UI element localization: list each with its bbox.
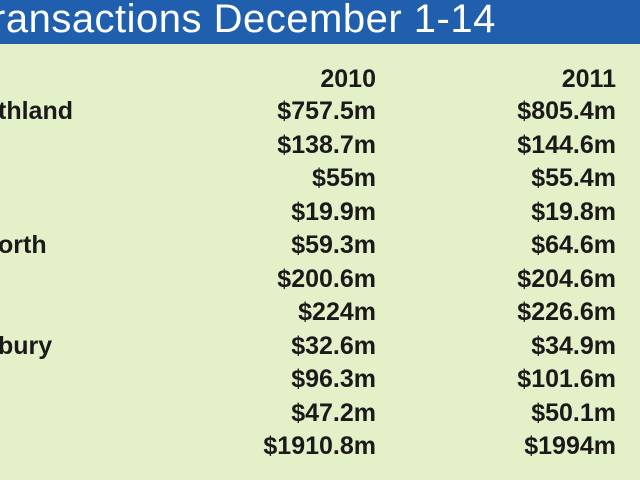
table-row: $96.3m $101.6m bbox=[0, 363, 640, 395]
value-2010: $55m bbox=[312, 164, 376, 192]
value-2011: $55.4m bbox=[531, 164, 616, 192]
table-row: bury $32.6m $34.9m bbox=[0, 330, 640, 362]
value-2011: $1994m bbox=[524, 432, 616, 460]
value-2011: $144.6m bbox=[517, 130, 616, 159]
row-label: orth bbox=[0, 231, 47, 259]
value-2011: $204.6m bbox=[517, 264, 616, 293]
value-2010: $757.5m bbox=[277, 97, 376, 125]
table-row: $55m $55.4m bbox=[0, 162, 640, 194]
column-header-2011: 2011 bbox=[561, 65, 616, 93]
value-2010: $200.6m bbox=[277, 264, 376, 293]
value-2010: $32.6m bbox=[291, 331, 376, 360]
table-title: ransactions December 1-14 bbox=[0, 0, 496, 41]
value-2011: $101.6m bbox=[517, 365, 616, 393]
value-2010: $96.3m bbox=[291, 365, 376, 393]
table-row: $224m $226.6m bbox=[0, 296, 640, 328]
value-2011: $226.6m bbox=[517, 298, 616, 326]
table-row: $138.7m $144.6m bbox=[0, 129, 640, 161]
value-2011: $19.8m bbox=[531, 197, 616, 226]
table-row: orth $59.3m $64.6m bbox=[0, 229, 640, 261]
title-bar: ransactions December 1-14 bbox=[0, 0, 640, 44]
column-header-2010: 2010 bbox=[320, 65, 376, 93]
value-2010: $19.9m bbox=[291, 197, 376, 226]
value-2010: $47.2m bbox=[291, 398, 376, 427]
value-2011: $64.6m bbox=[531, 231, 616, 259]
table-row: $19.9m $19.8m bbox=[0, 196, 640, 228]
value-2011: $34.9m bbox=[531, 331, 616, 360]
value-2010: $138.7m bbox=[277, 130, 376, 159]
table-row: $1910.8m $1994m bbox=[0, 430, 640, 462]
row-label: bury bbox=[0, 331, 53, 360]
value-2010: $59.3m bbox=[291, 231, 376, 259]
header-row: 2010 2011 bbox=[0, 63, 640, 95]
row-label: thland bbox=[0, 97, 73, 125]
table-row: $200.6m $204.6m bbox=[0, 263, 640, 295]
table-row: $47.2m $50.1m bbox=[0, 397, 640, 429]
value-2010: $224m bbox=[298, 298, 376, 326]
value-2010: $1910.8m bbox=[263, 432, 376, 460]
value-2011: $805.4m bbox=[517, 97, 616, 125]
table-row: thland $757.5m $805.4m bbox=[0, 95, 640, 127]
value-2011: $50.1m bbox=[531, 398, 616, 427]
